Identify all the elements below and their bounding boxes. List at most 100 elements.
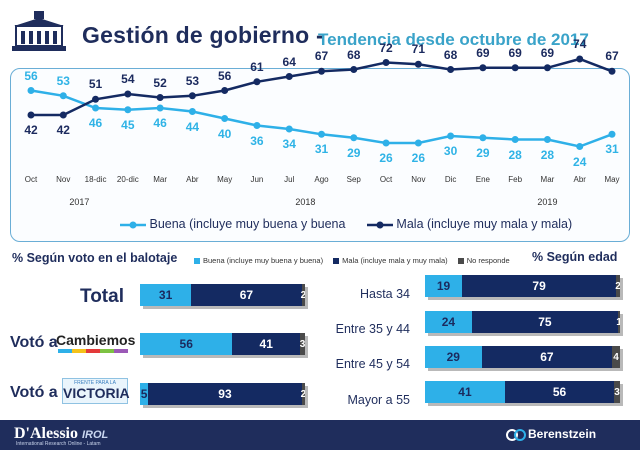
legend-buena-marker [120, 221, 146, 229]
dalessio-logo: D'Alessio IROL [14, 425, 108, 443]
legend-mala-label: Mala (incluye muy mala y mala) [396, 217, 573, 231]
x-tick-label-14: Ene [475, 175, 490, 184]
edad-segment-n-3: 3 [614, 381, 620, 403]
page-subtitle: Tendencia desde octubre de 2017 [318, 30, 589, 49]
point-mala-1 [59, 111, 67, 119]
legend-mala-swatch [333, 258, 340, 265]
data-label-buena-16: 28 [540, 147, 555, 162]
x-tick-label-16: Mar [540, 175, 555, 184]
legend-mala-marker [366, 221, 393, 229]
point-mala-9 [318, 67, 325, 75]
data-label-mala-8: 64 [282, 54, 296, 69]
building-icon [12, 11, 66, 51]
data-label-buena-14: 29 [476, 145, 490, 160]
point-mala-0 [27, 111, 35, 119]
point-buena-12 [414, 139, 422, 147]
balotaje-segment-m-0: 67 [191, 284, 302, 306]
point-buena-13 [447, 132, 455, 140]
data-label-buena-10: 29 [347, 145, 361, 160]
point-buena-3 [124, 106, 132, 114]
trend-legend: Buena (incluye muy buena y buena Mala (i… [120, 217, 572, 231]
berenstzein-logo-icon [506, 429, 526, 441]
x-tick-label-3: 20-dic [116, 175, 139, 184]
trend-chart-labels: 56 42 Oct 53 42 Nov 46 51 18-dic 45 54 20-dic 46 52 Ma… [24, 37, 619, 207]
point-buena-17 [576, 143, 584, 150]
point-buena-7 [253, 122, 261, 129]
frente-victoria-logo: FRENTE PARA LA VICTORIA [62, 378, 130, 404]
data-label-mala-17: 74 [573, 37, 587, 51]
point-mala-11 [382, 59, 390, 66]
edad-segment-n-1: 1 [616, 311, 620, 333]
balotaje-bar-0: 31 67 2 [140, 284, 305, 306]
balotaje-segment-b-0: 31 [140, 284, 192, 306]
x-tick-label-13: Dic [444, 175, 457, 184]
point-mala-14 [479, 64, 487, 72]
point-buena-2 [92, 104, 100, 112]
point-buena-6 [221, 115, 229, 122]
point-buena-14 [479, 134, 487, 142]
edad-segment-m-2: 67 [481, 346, 613, 368]
point-buena-18 [608, 130, 616, 138]
balotaje-segment-m-2: 93 [148, 383, 302, 405]
frente-logo-main: VICTORIA [63, 385, 130, 401]
balotaje-segment-m-1: 41 [232, 333, 301, 355]
cambiemos-logo: Cambiemos [56, 332, 136, 348]
point-mala-13 [447, 66, 455, 73]
trend-line-chart [27, 55, 616, 150]
stacked-bars: 31 67 2 56 41 3 5 93 2 19 79 2 24 75 1 29 67 4 41 56 3 [140, 275, 623, 408]
x-tick-label-8: Jul [284, 175, 295, 184]
point-mala-16 [543, 64, 551, 72]
data-label-mala-7: 61 [250, 59, 264, 74]
edad-bar-0: 19 79 2 [425, 275, 620, 297]
balotaje-segment-n-1: 3 [300, 333, 305, 355]
row-label-45-54: Entre 45 y 54 [335, 357, 410, 371]
balotaje-segment-b-2: 5 [140, 383, 149, 405]
edad-segment-m-1: 75 [471, 311, 619, 333]
edad-bar-1: 24 75 1 [425, 311, 620, 333]
point-mala-18 [608, 67, 616, 75]
row-label-35-44: Entre 35 y 44 [335, 322, 410, 336]
x-tick-label-0: Oct [24, 175, 38, 184]
point-buena-5 [188, 108, 196, 115]
x-tick-label-6: May [217, 175, 233, 184]
point-buena-4 [156, 104, 164, 112]
data-label-mala-11: 72 [379, 40, 393, 55]
data-label-mala-13: 68 [443, 47, 458, 62]
berenstzein-logo: Berenstzein [528, 427, 597, 441]
row-label-hasta-34: Hasta 34 [359, 287, 410, 301]
data-label-buena-6: 40 [217, 126, 232, 141]
point-mala-8 [285, 73, 293, 80]
edad-bar-3: 41 56 3 [425, 381, 620, 403]
x-tick-label-12: Nov [411, 175, 426, 184]
data-label-buena-9: 31 [314, 142, 329, 157]
year-label-2018: 2018 [295, 197, 316, 207]
edad-title: % Según edad [532, 250, 618, 264]
point-mala-17 [576, 55, 584, 63]
balotaje-bar-1: 56 41 3 [140, 333, 305, 355]
data-label-buena-4: 46 [153, 116, 167, 130]
data-label-mala-9: 67 [314, 49, 329, 64]
x-tick-label-10: Sep [346, 175, 361, 184]
data-label-buena-1: 53 [56, 73, 70, 88]
edad-segment-m-3: 56 [504, 381, 615, 403]
page-title: Gestión de gobierno - [82, 22, 324, 48]
x-tick-label-1: Nov [56, 175, 71, 184]
point-buena-16 [543, 136, 551, 143]
year-label-2017: 2017 [69, 197, 90, 207]
edad-segment-m-0: 79 [462, 275, 617, 297]
point-mala-12 [414, 60, 422, 68]
point-mala-6 [221, 87, 229, 94]
legend-buena-label: Buena (incluye muy buena y buena [149, 217, 346, 231]
year-label-2019: 2019 [537, 197, 558, 207]
balotaje-title: % Según voto en el balotaje [12, 251, 178, 265]
point-buena-10 [350, 134, 358, 142]
bar-legend-mala: Mala (incluye mala y muy mala) [342, 256, 448, 265]
edad-segment-b-1: 24 [425, 311, 472, 333]
data-label-mala-6: 56 [217, 68, 232, 83]
point-mala-7 [253, 78, 261, 86]
point-mala-10 [350, 66, 358, 73]
data-label-buena-0: 56 [24, 68, 38, 83]
data-label-buena-13: 30 [443, 144, 458, 158]
point-mala-5 [188, 92, 196, 100]
data-label-buena-5: 44 [185, 119, 200, 134]
